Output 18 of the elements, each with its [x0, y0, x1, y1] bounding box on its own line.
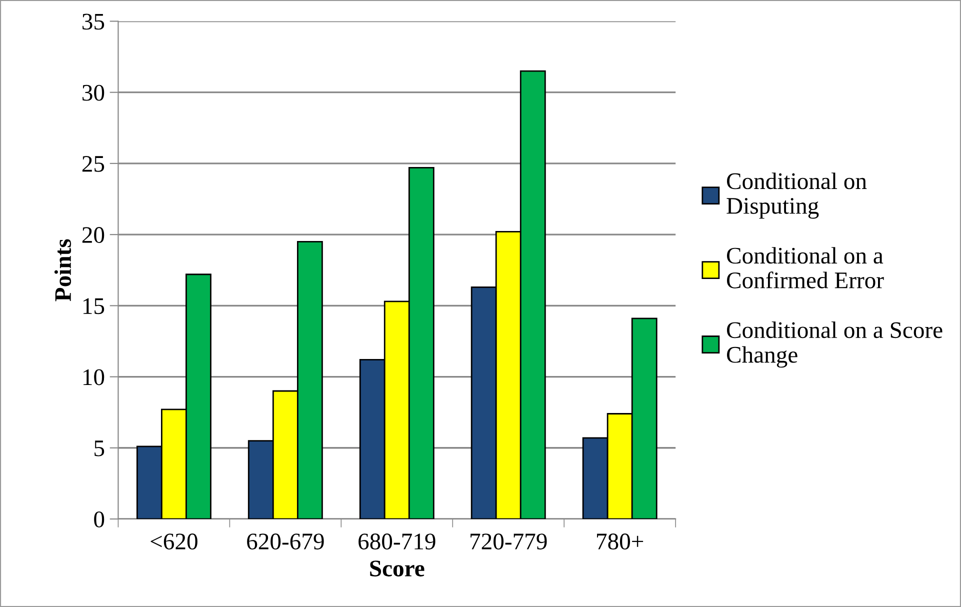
- legend-label: Conditional on Disputing: [726, 172, 867, 219]
- y-tick-label: 25: [82, 156, 104, 172]
- x-tick-label: 720-779: [470, 534, 547, 550]
- legend-label: Conditional on a Score Change: [726, 322, 942, 368]
- y-tick-label: 30: [82, 84, 104, 101]
- x-tick-label: 780+: [597, 534, 644, 550]
- y-tick-label: 20: [82, 227, 104, 243]
- y-tick-label: 0: [94, 511, 104, 528]
- legend-label: Conditional on a Confirmed Error: [726, 247, 884, 288]
- x-tick-label: 620-679: [247, 534, 324, 550]
- y-tick-label: 35: [82, 14, 104, 30]
- y-tick-label: 15: [83, 298, 104, 314]
- x-tick-label: <620: [150, 534, 198, 550]
- y-tick-label: 10: [83, 369, 104, 386]
- y-tick-label: 5: [94, 440, 104, 456]
- x-axis-title: Score: [370, 560, 424, 576]
- x-tick-label: 680-719: [358, 534, 436, 550]
- y-axis-title: Points: [54, 239, 72, 302]
